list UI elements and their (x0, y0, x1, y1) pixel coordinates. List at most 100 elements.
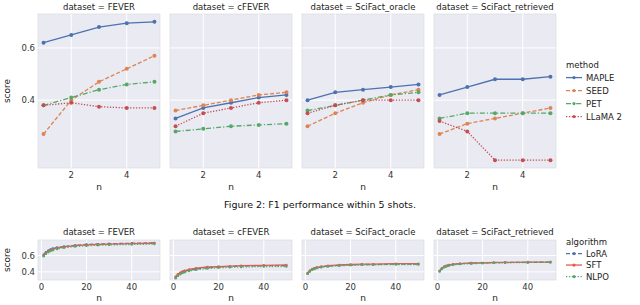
series-point (447, 265, 449, 267)
series-point (389, 85, 393, 89)
legend-label: MAPLE (586, 73, 614, 83)
series-point (201, 127, 205, 131)
series-point (125, 82, 129, 86)
series-point (217, 267, 219, 269)
series-point (183, 270, 185, 272)
series-point (465, 85, 469, 89)
series-point (201, 103, 205, 107)
series-line (308, 264, 419, 273)
figure: 0.40.624dataset = FEVERn24dataset = cFEV… (0, 0, 640, 305)
series-point (361, 263, 363, 265)
series-line (440, 262, 551, 271)
series-point (206, 267, 208, 269)
series-point (217, 266, 219, 268)
series-point (416, 90, 420, 94)
legend-swatch (566, 77, 582, 78)
panel-title: dataset = FEVER (63, 2, 135, 12)
series-point (174, 129, 178, 133)
series-point (445, 265, 447, 267)
series-point (201, 111, 205, 115)
series-point (97, 244, 99, 246)
legend-marker (572, 252, 575, 255)
x-axis-label: n (360, 293, 366, 303)
series-point (174, 116, 178, 120)
legend-marker (572, 76, 575, 79)
grid-line (395, 240, 396, 280)
series-point (417, 263, 419, 265)
x-axis-label: n (96, 182, 102, 192)
series-point (42, 255, 44, 257)
plot-frame (38, 240, 160, 280)
series-point (338, 264, 340, 266)
grid-line (126, 14, 127, 168)
series-point (438, 93, 442, 97)
series-point (470, 262, 472, 264)
series-point (309, 270, 311, 272)
series-point (174, 276, 176, 278)
series-point (349, 263, 351, 265)
grid-line (86, 240, 87, 280)
series-point (240, 265, 242, 267)
series-point (85, 244, 87, 246)
series-line (440, 77, 551, 95)
series-point (229, 265, 231, 267)
series-point (372, 264, 374, 266)
series-point (417, 263, 419, 265)
series-point (361, 264, 363, 266)
x-axis-label: n (96, 293, 102, 303)
series-point (441, 268, 443, 270)
series-point (284, 122, 288, 126)
grid-line (467, 14, 468, 168)
series-point (97, 25, 101, 29)
series-point (51, 248, 53, 250)
series-point (306, 272, 308, 274)
series-point (195, 268, 197, 270)
series-point (465, 129, 469, 133)
legend-swatch (566, 103, 582, 104)
figure-caption: Figure 2: F1 performance within 5 shots. (224, 199, 416, 210)
series-point (306, 273, 308, 275)
series-point (74, 245, 76, 247)
legend-swatch (566, 264, 582, 265)
series-point (306, 111, 310, 115)
y-tick-label: 0.4 (21, 95, 35, 105)
series-point (306, 98, 310, 102)
panel-title: dataset = FEVER (63, 227, 135, 237)
series-point (527, 261, 529, 263)
series-line (440, 262, 551, 271)
series-point (470, 262, 472, 264)
series-point (438, 119, 442, 123)
series-point (445, 265, 447, 267)
series-line (44, 82, 155, 106)
grid-line (38, 47, 160, 48)
series-point (257, 93, 261, 97)
grid-line (434, 255, 556, 256)
grid-line (434, 271, 556, 272)
series-point (361, 98, 365, 102)
x-tick-label: 20 (345, 282, 356, 292)
grid-line (38, 255, 160, 256)
series-point (349, 264, 351, 266)
plot-frame (434, 14, 556, 168)
series-point (548, 75, 552, 79)
y-tick-label: 0.4 (21, 267, 35, 277)
series-line (308, 90, 419, 127)
series-point (527, 261, 529, 263)
series-point (493, 262, 495, 264)
x-axis-label: n (228, 182, 234, 192)
series-point (56, 247, 58, 249)
legend: methodMAPLESEEDPETLLaMA 2 (566, 60, 622, 122)
series-point (306, 272, 308, 274)
series-point (549, 261, 551, 263)
x-tick-label: 4 (520, 170, 525, 180)
series-point (441, 267, 443, 269)
series-point (45, 253, 47, 255)
series-point (311, 268, 313, 270)
series-point (493, 262, 495, 264)
x-tick-label: 20 (81, 282, 92, 292)
series-point (441, 267, 443, 269)
series-point (361, 263, 363, 265)
legend-marker (572, 89, 575, 92)
x-tick-label: 2 (465, 170, 470, 180)
series-point (521, 111, 525, 115)
